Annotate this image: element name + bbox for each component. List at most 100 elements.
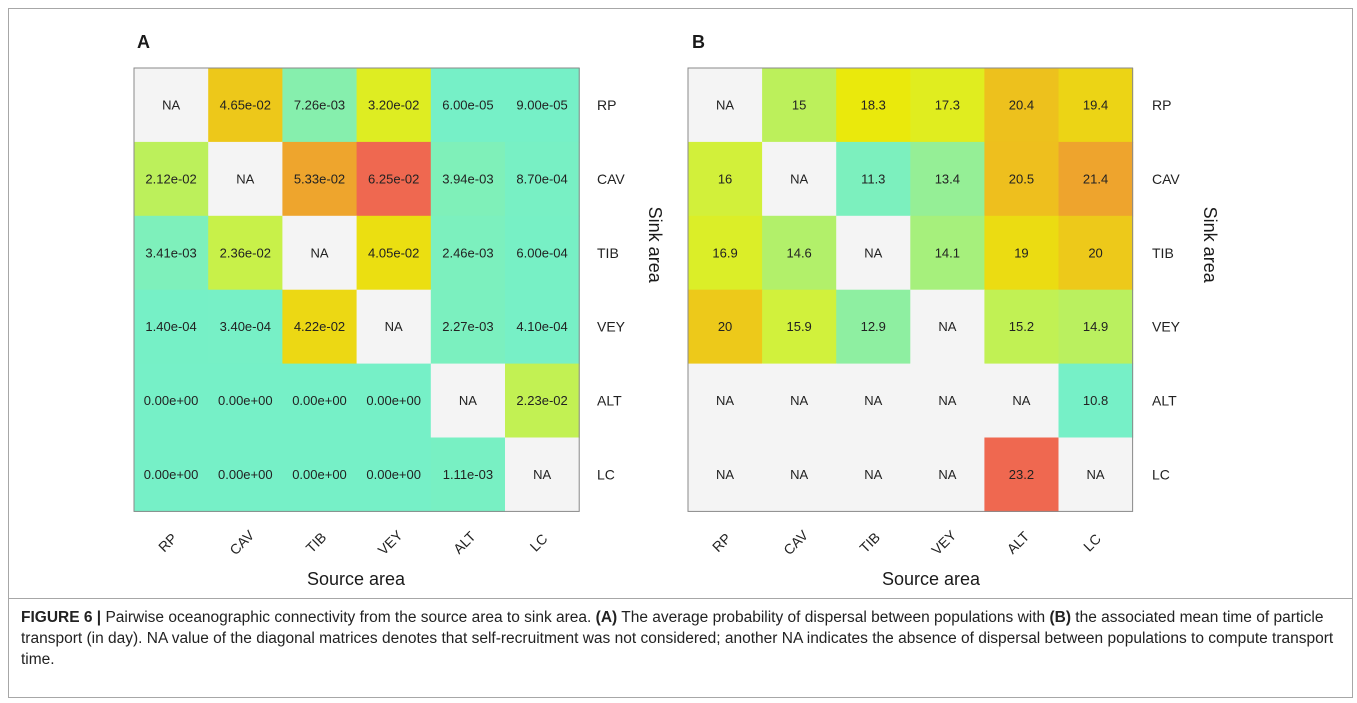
row-label: LC xyxy=(597,466,615,482)
heatmap-cell xyxy=(984,437,1060,512)
heatmap-cell xyxy=(688,141,763,217)
heatmap-cell xyxy=(910,289,985,365)
heatmap-cell xyxy=(430,363,506,439)
cell-value-label: NA xyxy=(385,319,403,334)
cell-value-label: 19.4 xyxy=(1083,97,1108,112)
heatmap-border xyxy=(133,67,580,512)
heatmap-cell xyxy=(134,215,209,291)
cell-value-label: NA xyxy=(1012,393,1030,408)
cell-value-label: 3.40e-04 xyxy=(220,319,271,334)
heatmap-cell xyxy=(208,289,283,365)
row-label: RP xyxy=(1152,97,1171,113)
cell-value-label: NA xyxy=(864,245,882,260)
caption-lead: FIGURE 6 | xyxy=(21,609,102,626)
heatmap-cell xyxy=(134,68,209,143)
heatmap-cell xyxy=(762,289,837,365)
heatmap-cell xyxy=(688,363,763,439)
cell-value-label: 6.00e-04 xyxy=(516,245,567,260)
cell-value-label: 15 xyxy=(792,97,806,112)
cell-value-label: 3.41e-03 xyxy=(145,245,196,260)
cell-value-label: 2.23e-02 xyxy=(516,393,567,408)
heatmap-cell xyxy=(208,215,283,291)
heatmap-cell xyxy=(836,215,911,291)
cell-value-label: 14.9 xyxy=(1083,319,1108,334)
cell-value-label: NA xyxy=(864,467,882,482)
cell-value-label: 18.3 xyxy=(861,97,886,112)
heatmap-cell xyxy=(984,215,1060,291)
heatmap-cell xyxy=(836,437,911,512)
cell-value-label: NA xyxy=(1087,467,1105,482)
cell-value-label: 2.46e-03 xyxy=(442,245,493,260)
cell-value-label: 10.8 xyxy=(1083,393,1108,408)
heatmap-figure: NA 4.65e-02 7.26e-03 3.20e-02 6.00e-05 9.00e-… xyxy=(133,67,1220,589)
heatmap-cell xyxy=(356,363,432,439)
cell-value-label: 15.9 xyxy=(786,319,811,334)
cell-value-label: 9.00e-05 xyxy=(516,97,567,112)
cell-value-label: NA xyxy=(864,393,882,408)
cell-value-label: NA xyxy=(716,467,734,482)
cell-value-label: 4.10e-04 xyxy=(516,319,567,334)
cell-value-label: 0.00e+00 xyxy=(144,467,199,482)
heatmap-cell xyxy=(984,289,1060,365)
row-label: ALT xyxy=(1152,393,1177,409)
heatmap-cell xyxy=(984,68,1060,143)
heatmap-panel-b: NA 15 18.3 17.3 20.4 19.4 16 NA 11.3 13.4 20.5 21.4… xyxy=(687,67,1220,589)
cell-value-label: 11.3 xyxy=(861,171,885,186)
heatmap-cell xyxy=(1058,289,1134,365)
heatmap-cell xyxy=(1058,141,1134,217)
heatmap-cell xyxy=(208,68,283,143)
cell-value-label: 12.9 xyxy=(861,319,886,334)
heatmap-cell xyxy=(134,437,209,512)
heatmap-cell xyxy=(356,215,432,291)
cell-value-label: 4.22e-02 xyxy=(294,319,345,334)
caption-ref-b: (B) xyxy=(1049,609,1071,626)
column-label: RP xyxy=(155,530,180,555)
figure-caption: FIGURE 6 | Pairwise oceanographic connec… xyxy=(21,607,1341,670)
heatmap-cell xyxy=(505,363,580,439)
panel-a-label: A xyxy=(137,32,150,52)
heatmap-cell xyxy=(282,215,358,291)
cell-value-label: 19 xyxy=(1014,245,1028,260)
column-label: CAV xyxy=(780,527,811,558)
cell-value-label: 6.00e-05 xyxy=(442,97,493,112)
cell-value-label: 15.2 xyxy=(1009,319,1034,334)
heatmap-cell xyxy=(910,68,985,143)
cell-value-label: NA xyxy=(938,393,956,408)
cell-value-label: 23.2 xyxy=(1009,467,1034,482)
cell-value-label: 4.65e-02 xyxy=(220,97,271,112)
column-label: TIB xyxy=(856,529,883,556)
cell-value-label: NA xyxy=(533,467,551,482)
heatmap-cell xyxy=(1058,68,1134,143)
column-label: LC xyxy=(1080,530,1104,554)
cell-value-label: 13.4 xyxy=(935,171,960,186)
panel-b-label: B xyxy=(692,32,705,52)
cell-value-label: 2.27e-03 xyxy=(442,319,493,334)
cell-value-label: 8.70e-04 xyxy=(516,171,567,186)
cell-value-label: NA xyxy=(790,171,808,186)
figure-frame xyxy=(8,8,1353,698)
heatmap-cell xyxy=(430,215,506,291)
heatmap-cell xyxy=(134,141,209,217)
heatmap-cell xyxy=(505,289,580,365)
cell-value-label: 0.00e+00 xyxy=(292,467,347,482)
cell-value-label: NA xyxy=(716,393,734,408)
x-axis-title: Source area xyxy=(882,569,981,589)
row-label: TIB xyxy=(597,245,619,261)
heatmap-cell xyxy=(282,141,358,217)
cell-value-label: NA xyxy=(790,393,808,408)
caption-text-2: The average probability of dispersal bet… xyxy=(617,609,1050,626)
heatmap-cell xyxy=(762,141,837,217)
row-label: CAV xyxy=(1152,171,1180,187)
cell-value-label: NA xyxy=(236,171,254,186)
cell-value-label: 16 xyxy=(718,171,732,186)
heatmap-panel-a: NA 4.65e-02 7.26e-03 3.20e-02 6.00e-05 9.00e-… xyxy=(133,67,665,589)
y-axis-title: Sink area xyxy=(645,207,665,284)
heatmap-cell xyxy=(688,289,763,365)
cell-value-label: 5.33e-02 xyxy=(294,171,345,186)
cell-value-label: 0.00e+00 xyxy=(218,467,273,482)
cell-value-label: 20.4 xyxy=(1009,97,1034,112)
cell-value-label: 0.00e+00 xyxy=(366,393,421,408)
heatmap-cell xyxy=(356,289,432,365)
column-label: CAV xyxy=(226,527,257,558)
column-label: VEY xyxy=(375,526,407,558)
